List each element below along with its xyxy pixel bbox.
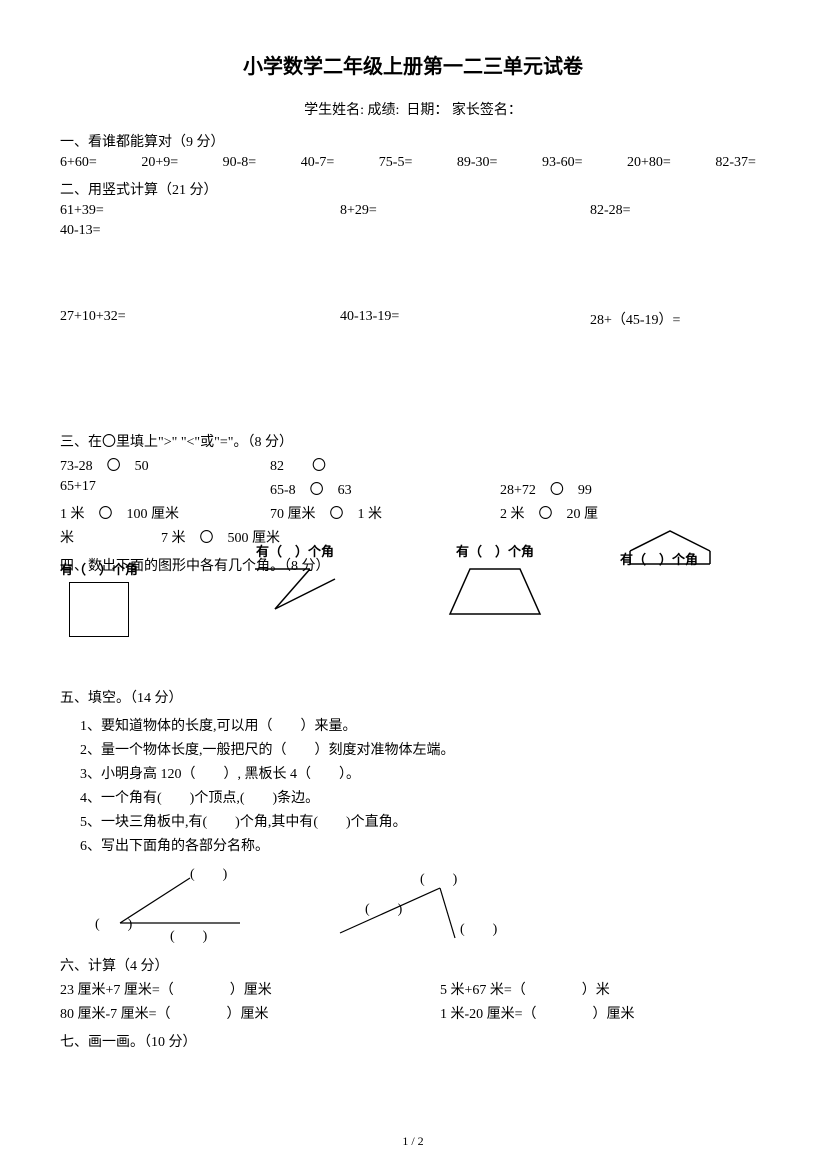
angle-label: ( ) <box>460 918 497 938</box>
calc-item: 40-13-19= <box>340 309 590 329</box>
section5-heading: 五、填空。（14 分） <box>60 687 766 707</box>
calc-item: 89-30= <box>457 155 498 171</box>
section2-row2: 40-13= <box>60 223 766 239</box>
fill-item: 4、一个角有( )个顶点,( )条边。 <box>60 787 766 807</box>
calc-item: 1 米-20 厘米=（ ）厘米 <box>440 1003 635 1023</box>
calc-item: 6+60= <box>60 155 97 171</box>
calc-item: 23 厘米+7 厘米=（ ）厘米 <box>60 979 440 999</box>
angle-diagram-2: ( ) ( ) ( ) <box>310 863 560 943</box>
section3-heading: 三、在〇里填上">" "<"或"="。（8 分） <box>60 431 766 451</box>
calc-item: 8+29= <box>340 203 590 219</box>
angle-shape-1 <box>60 863 260 943</box>
angle-label: ( ) <box>365 898 402 918</box>
angle-diagrams: ( ) ( ) ( ) ( ) ( ) ( ) <box>60 863 766 943</box>
calc-item: 20+9= <box>141 155 178 171</box>
angle-label: ( ) <box>190 863 227 883</box>
section2-row3: 27+10+32= 40-13-19= 28+（45-19）= <box>60 309 766 329</box>
shape-label: 有（ ）个角 <box>440 541 550 560</box>
shape-trapezoid-group: 有（ ）个角 <box>440 541 550 619</box>
calc-item: 28+（45-19）= <box>590 309 680 329</box>
shape-label: 有（ ）个角 <box>60 559 138 578</box>
date-label: 日期： <box>406 103 448 118</box>
section6-row2: 80 厘米-7 厘米=（ ）厘米 1 米-20 厘米=（ ）厘米 <box>60 1003 766 1023</box>
compare-item: 73-28 〇 50 <box>60 455 270 475</box>
angle-diagram-1: ( ) ( ) ( ) <box>60 863 310 943</box>
pentagon-shape <box>620 526 720 566</box>
score-label: 成绩: <box>368 103 400 118</box>
angle-label: ( ) <box>420 868 457 888</box>
compare-item: 1 米 〇 100 厘米 <box>60 503 270 523</box>
section2-heading: 二、用竖式计算（21 分） <box>60 179 766 199</box>
fill-item: 6、写出下面角的各部分名称。 <box>60 835 766 855</box>
compare-item: 米 <box>60 531 74 546</box>
calc-item: 90-8= <box>223 155 257 171</box>
calc-item: 20+80= <box>627 155 671 171</box>
section1-items: 6+60= 20+9= 90-8= 40-7= 75-5= 89-30= 93-… <box>60 155 766 171</box>
angle-label: ( ) <box>95 913 132 933</box>
page-footer: 1 / 2 <box>0 1134 826 1149</box>
page-title: 小学数学二年级上册第一二三单元试卷 <box>60 50 766 79</box>
calc-item: 93-60= <box>542 155 583 171</box>
trapezoid-shape <box>440 564 550 619</box>
section1-heading: 一、看谁都能算对（9 分） <box>60 131 766 151</box>
compare-item: 65-8 〇 63 <box>270 479 500 499</box>
fill-item: 1、要知道物体的长度,可以用（ ）来量。 <box>60 715 766 735</box>
fill-item: 5、一块三角板中,有( )个角,其中有( )个直角。 <box>60 811 766 831</box>
shape-pentagon-group: 有（ ）个角 <box>620 531 698 572</box>
fill-item: 2、量一个物体长度,一般把尺的（ ）刻度对准物体左端。 <box>60 739 766 759</box>
shape-square-group: 有（ ）个角 <box>60 559 138 637</box>
calc-item: 82-28= <box>590 203 631 219</box>
compare-item: 28+72 〇 99 <box>500 479 592 499</box>
shapes-container: 有（ ）个角 有（ ）个角 有（ ）个角 有（ ）个角 <box>60 549 766 659</box>
compare-item: 82 〇 <box>270 455 500 475</box>
compare-item: 70 厘米 〇 1 米 <box>270 503 500 523</box>
calc-item: 61+39= <box>60 203 340 219</box>
compare-item: 65+17 <box>60 479 270 499</box>
fill-item: 3、小明身高 120（ ）, 黑板长 4（ ）。 <box>60 763 766 783</box>
section3-row2: 65+17 65-8 〇 63 28+72 〇 99 <box>60 479 766 499</box>
shape-lines-group: 有（ ）个角 <box>240 541 350 614</box>
section2-row1: 61+39= 8+29= 82-28= <box>60 203 766 219</box>
section5-list: 1、要知道物体的长度,可以用（ ）来量。 2、量一个物体长度,一般把尺的（ ）刻… <box>60 715 766 855</box>
compare-item: 2 米 〇 20 厘 <box>500 503 598 523</box>
angle-label: ( ) <box>170 925 207 945</box>
calc-item: 40-13= <box>60 223 101 238</box>
section6-heading: 六、计算（4 分） <box>60 955 766 975</box>
calc-item: 40-7= <box>301 155 335 171</box>
calc-item: 27+10+32= <box>60 309 340 329</box>
calc-item: 75-5= <box>379 155 413 171</box>
lines-shape <box>240 564 350 614</box>
calc-item: 80 厘米-7 厘米=（ ）厘米 <box>60 1003 440 1023</box>
parent-label: 家长签名： <box>452 103 522 118</box>
calc-item: 82-37= <box>715 155 756 171</box>
section3-row3: 1 米 〇 100 厘米 70 厘米 〇 1 米 2 米 〇 20 厘 <box>60 503 766 523</box>
section6-row1: 23 厘米+7 厘米=（ ）厘米 5 米+67 米=（ ）米 <box>60 979 766 999</box>
calc-item: 5 米+67 米=（ ）米 <box>440 979 610 999</box>
student-info-row: 学生姓名: 成绩: 日期： 家长签名： <box>60 99 766 119</box>
section3-row1: 73-28 〇 50 82 〇 <box>60 455 766 475</box>
name-label: 学生姓名: <box>304 103 364 118</box>
section7-heading: 七、画一画。（10 分） <box>60 1031 766 1051</box>
shape-label: 有（ ）个角 <box>240 541 350 560</box>
square-shape <box>69 582 129 637</box>
